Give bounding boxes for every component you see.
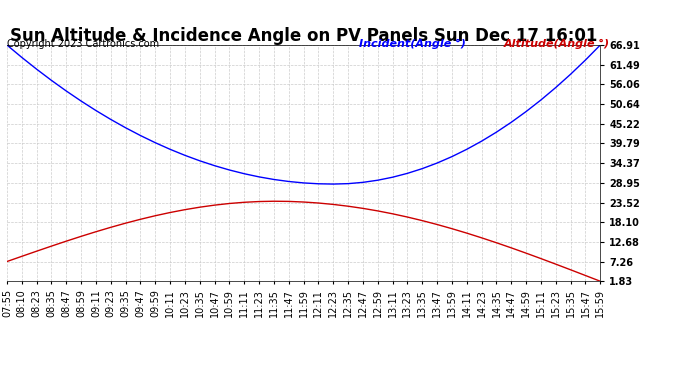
Text: Copyright 2023 Cartronics.com: Copyright 2023 Cartronics.com [7,39,159,50]
Text: Incident(Angle °): Incident(Angle °) [359,39,466,50]
Text: Altitude(Angle °): Altitude(Angle °) [504,39,610,50]
Title: Sun Altitude & Incidence Angle on PV Panels Sun Dec 17 16:01: Sun Altitude & Incidence Angle on PV Pan… [10,27,598,45]
